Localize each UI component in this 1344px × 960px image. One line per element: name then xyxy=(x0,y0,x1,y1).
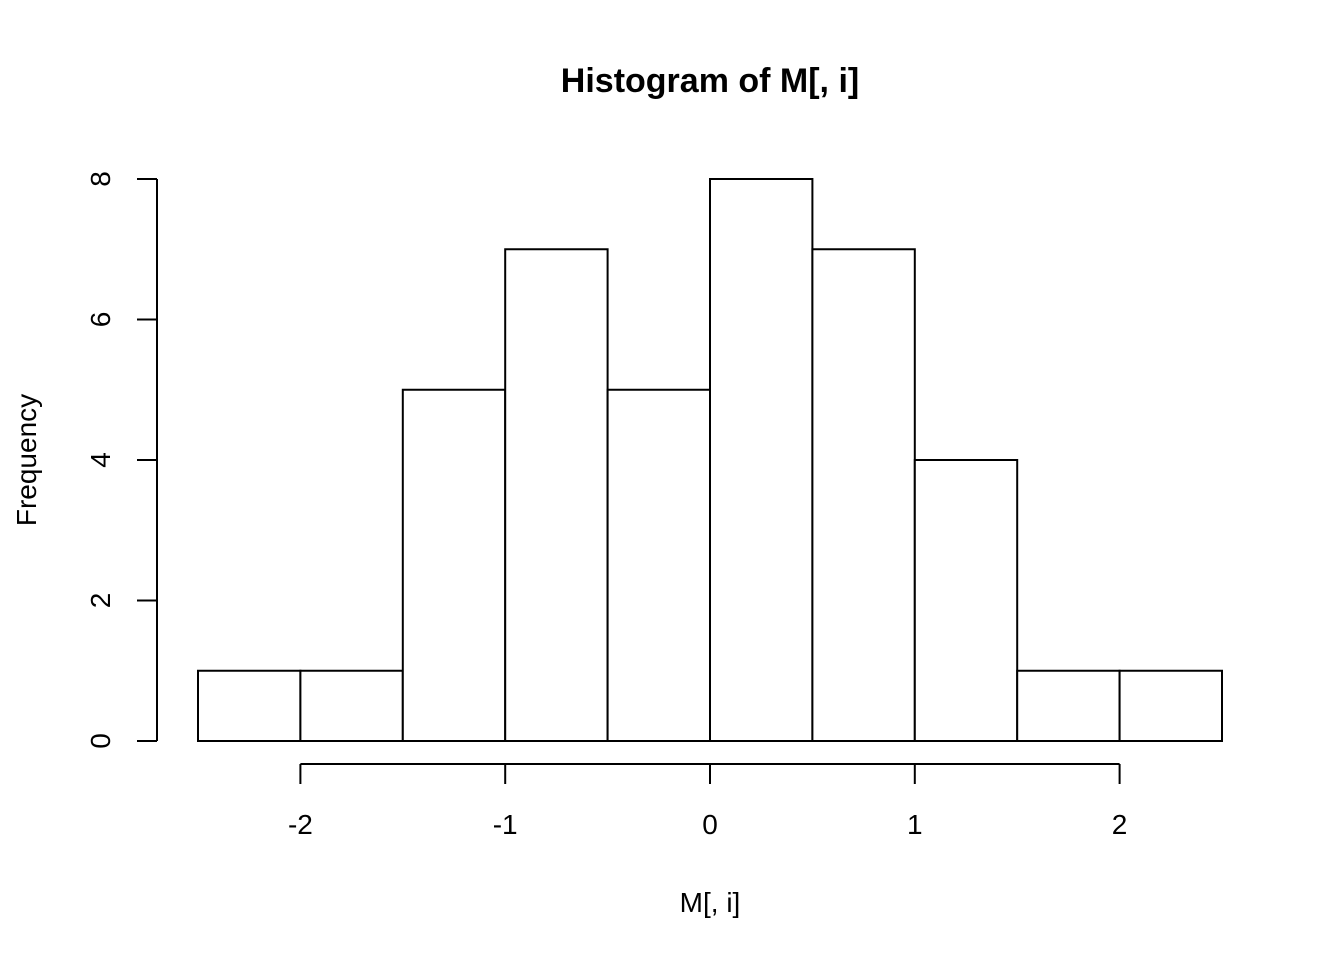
histogram-bar-1 xyxy=(299,669,404,742)
y-tick-label-0: 0 xyxy=(85,733,116,749)
x-axis: -2 -1 0 1 2 xyxy=(288,763,1128,840)
histogram-bar-5 xyxy=(709,178,814,742)
histogram-bar-7 xyxy=(913,459,1019,742)
y-axis-label: Frequency xyxy=(11,394,42,526)
histogram-bar-9 xyxy=(1118,669,1223,742)
histogram-bar-6 xyxy=(811,248,916,742)
x-tick-label-2: 0 xyxy=(702,809,718,840)
x-tick-label-3: 1 xyxy=(907,809,923,840)
histogram-bar-3 xyxy=(504,248,609,742)
x-tick-label-4: 2 xyxy=(1112,809,1128,840)
y-tick-label-2: 4 xyxy=(85,452,116,468)
chart-title: Histogram of M[, i] xyxy=(561,62,859,100)
y-tick-label-1: 2 xyxy=(85,593,116,609)
histogram-bar-4 xyxy=(606,388,711,742)
histogram-bar-0 xyxy=(197,669,302,742)
y-tick-label-3: 6 xyxy=(85,312,116,328)
bars-group xyxy=(197,178,1223,742)
x-tick-label-1: -1 xyxy=(493,809,518,840)
x-tick-label-0: -2 xyxy=(288,809,313,840)
x-axis-label: M[, i] xyxy=(680,887,741,918)
y-axis: 0 2 4 6 8 xyxy=(85,171,158,749)
y-tick-label-4: 8 xyxy=(85,171,116,187)
histogram-bar-8 xyxy=(1016,669,1121,742)
histogram-bar-2 xyxy=(401,388,507,742)
